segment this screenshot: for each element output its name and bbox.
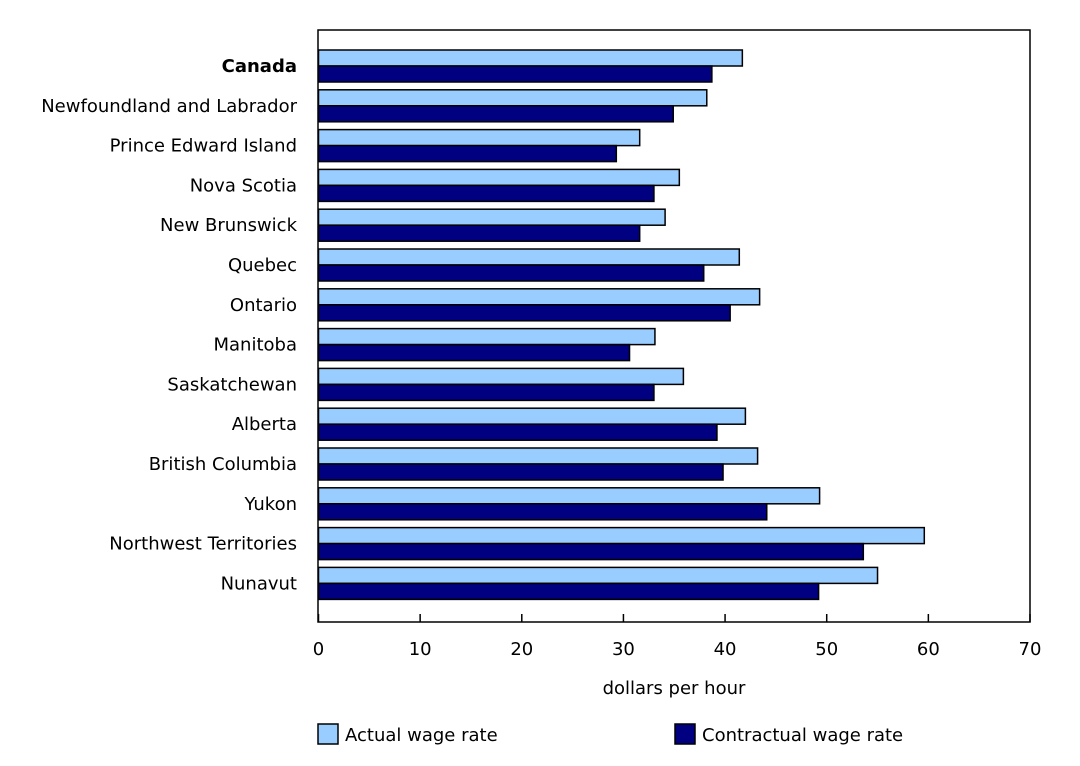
x-tick-label: 20 bbox=[510, 639, 533, 660]
bar-actual bbox=[317, 407, 747, 425]
bar-actual bbox=[317, 566, 879, 585]
bar-contractual bbox=[317, 105, 674, 123]
category-label: Ontario bbox=[230, 295, 297, 316]
bar-contractual bbox=[317, 264, 705, 282]
bar-actual bbox=[317, 49, 744, 67]
bar-actual bbox=[317, 487, 821, 505]
category-label: British Columbia bbox=[149, 454, 297, 475]
bar-contractual bbox=[317, 144, 618, 163]
bar-actual bbox=[317, 208, 666, 226]
x-tick-label: 60 bbox=[917, 639, 940, 660]
bar-actual bbox=[317, 327, 656, 346]
category-label: Northwest Territories bbox=[109, 534, 297, 555]
x-tick-label: 10 bbox=[409, 639, 432, 660]
bar-contractual bbox=[317, 65, 713, 83]
bar-contractual bbox=[317, 224, 641, 242]
bar-contractual bbox=[317, 463, 724, 481]
x-tick-label: 70 bbox=[1019, 639, 1042, 660]
category-label: Nunavut bbox=[221, 573, 297, 594]
category-label: Nova Scotia bbox=[190, 175, 297, 196]
category-label: New Brunswick bbox=[160, 215, 298, 236]
category-label: Yukon bbox=[243, 494, 297, 515]
bar-contractual bbox=[317, 383, 655, 402]
category-label: Newfoundland and Labrador bbox=[41, 96, 297, 117]
legend-swatch bbox=[317, 723, 339, 745]
bar-actual bbox=[317, 526, 926, 545]
bar-actual bbox=[317, 288, 761, 306]
bar-contractual bbox=[317, 184, 655, 203]
bar-actual bbox=[317, 367, 685, 386]
category-label: Alberta bbox=[232, 414, 297, 435]
x-tick-label: 50 bbox=[815, 639, 838, 660]
category-label: Prince Edward Island bbox=[110, 136, 297, 157]
bar-contractual bbox=[317, 304, 731, 322]
bar-actual bbox=[317, 89, 708, 107]
legend-swatch bbox=[674, 723, 696, 745]
bar-contractual bbox=[317, 423, 718, 441]
category-label: Saskatchewan bbox=[167, 374, 297, 395]
x-tick-label: 0 bbox=[313, 639, 324, 660]
bar-actual bbox=[317, 168, 681, 187]
bar-contractual bbox=[317, 582, 820, 601]
legend-label: Contractual wage rate bbox=[702, 725, 903, 746]
x-tick-label: 30 bbox=[612, 639, 635, 660]
category-label: Manitoba bbox=[214, 335, 298, 356]
category-label: Quebec bbox=[228, 255, 297, 276]
category-label: Canada bbox=[222, 56, 297, 77]
x-axis-label: dollars per hour bbox=[603, 678, 746, 699]
bar-contractual bbox=[317, 343, 631, 362]
bar-contractual bbox=[317, 503, 768, 521]
legend-label: Actual wage rate bbox=[345, 725, 498, 746]
bar-actual bbox=[317, 447, 759, 465]
bar-actual bbox=[317, 128, 641, 147]
bar-actual bbox=[317, 248, 741, 266]
bar-contractual bbox=[317, 542, 865, 561]
plot-frame bbox=[317, 29, 1031, 623]
x-tick-label: 40 bbox=[714, 639, 737, 660]
